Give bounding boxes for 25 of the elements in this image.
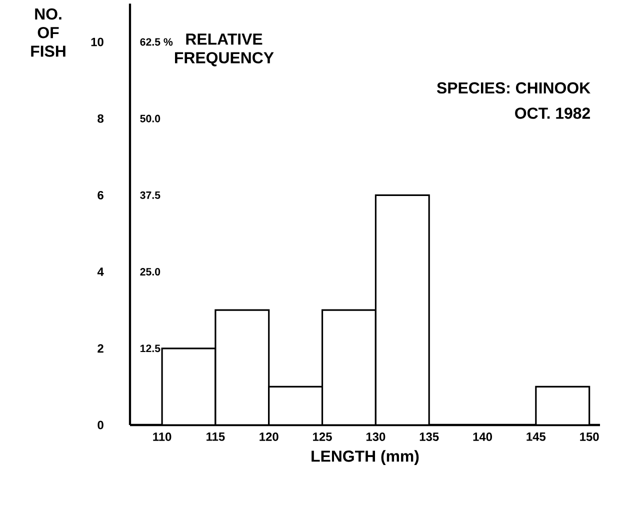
x-tick-label: 140 (473, 432, 492, 441)
y-tick-label: 2 (98, 344, 104, 353)
x-tick-label: 145 (526, 432, 546, 441)
x-tick-label: 125 (313, 432, 332, 441)
y2-tick-label: 62.5 % (140, 38, 173, 46)
y2-tick-label: 50.0 (140, 114, 160, 122)
y-tick-label: 10 (91, 38, 104, 46)
x-tick-label: 150 (580, 432, 599, 441)
x-axis-title: LENGTH (mm) (312, 450, 419, 465)
y2-tick-label: 25.0 (140, 268, 160, 276)
y-tick-label: 6 (98, 190, 104, 200)
y-tick-label: 4 (97, 268, 104, 276)
y-axis-title: NO. OF FISH (31, 8, 66, 57)
y2-axis-title: RELATIVE FREQUENCY (175, 34, 274, 66)
y-tick-label: 0 (98, 420, 104, 430)
x-tick-label: 130 (366, 432, 386, 441)
x-tick-label: 115 (206, 432, 225, 441)
annotation: OCT. 1982 (515, 108, 590, 119)
x-tick-label: 110 (153, 432, 172, 441)
y2-tick-label: 37.5 (140, 191, 160, 199)
y2-tick-label: 12.5 (140, 344, 160, 352)
x-tick-label: 120 (260, 432, 278, 441)
x-tick-label: 135 (420, 432, 439, 441)
annotation: SPECIES: CHINOOK (436, 82, 590, 94)
y-tick-label: 8 (98, 114, 104, 123)
